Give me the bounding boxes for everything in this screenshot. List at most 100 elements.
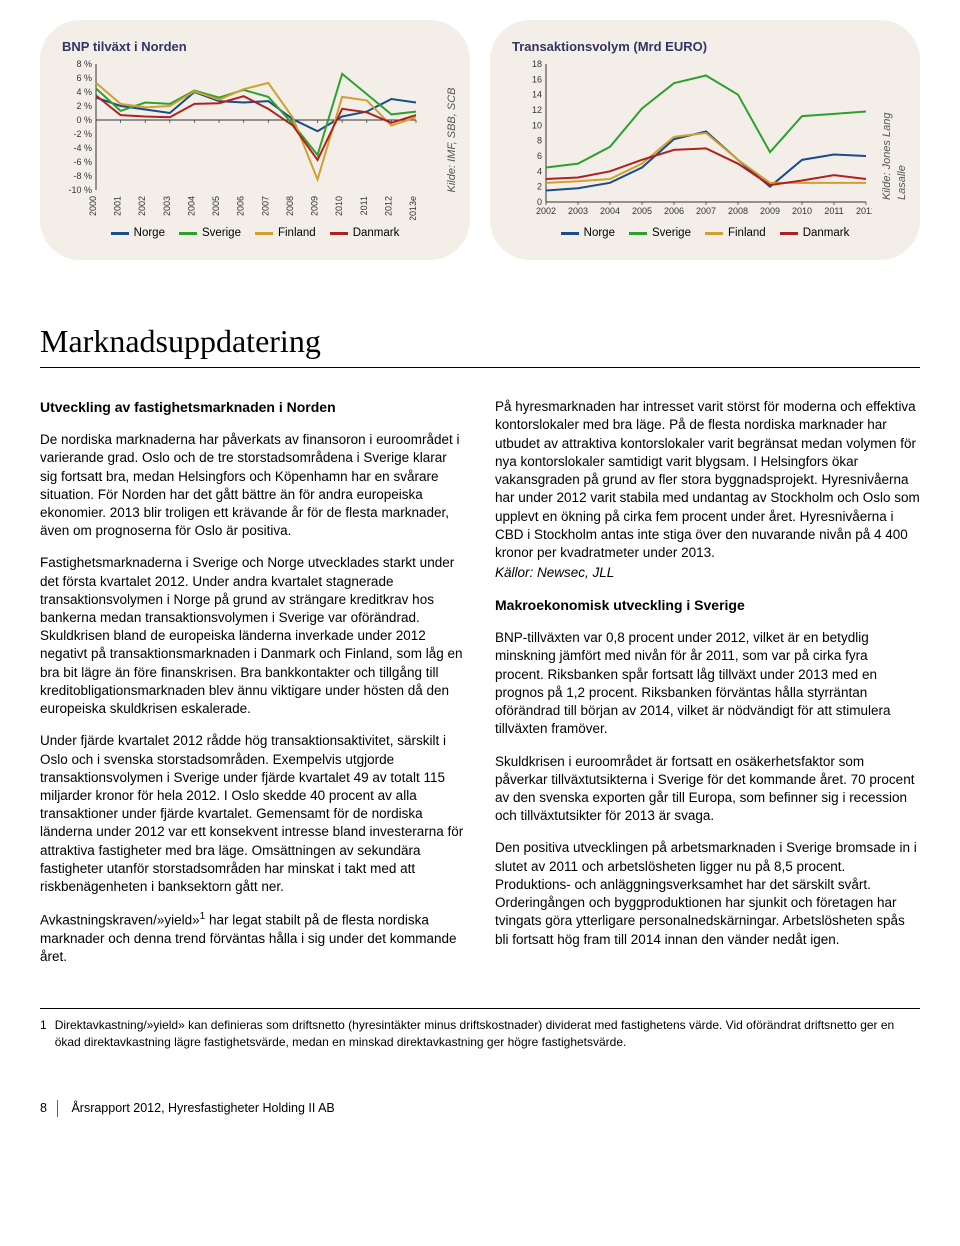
svg-text:6: 6 bbox=[537, 151, 542, 161]
legend-swatch bbox=[561, 232, 579, 235]
right-subhead: Makroekonomisk utveckling i Sverige bbox=[495, 596, 920, 615]
chart1-source: Kilde: IMF, SBB, SCB bbox=[445, 88, 460, 193]
svg-text:2010: 2010 bbox=[334, 196, 344, 216]
svg-text:2010: 2010 bbox=[792, 206, 812, 216]
left-column: Utveckling av fastighetsmarknaden i Nord… bbox=[40, 398, 465, 980]
svg-text:0 %: 0 % bbox=[76, 115, 92, 125]
svg-text:8: 8 bbox=[537, 135, 542, 145]
page-number: 8 bbox=[40, 1100, 58, 1117]
legend-label: Danmark bbox=[353, 226, 400, 242]
svg-text:18: 18 bbox=[532, 60, 542, 69]
left-p1: De nordiska marknaderna har påverkats av… bbox=[40, 431, 465, 540]
svg-text:2007: 2007 bbox=[260, 196, 270, 216]
footnote: 1 Direktavkastning/»yield» kan definiera… bbox=[40, 1017, 920, 1049]
right-column: På hyresmarknaden har intresset varit st… bbox=[495, 398, 920, 980]
legend-item: Finland bbox=[255, 226, 316, 242]
svg-text:2012: 2012 bbox=[856, 206, 872, 216]
svg-text:2003: 2003 bbox=[162, 196, 172, 216]
legend-item: Sverige bbox=[629, 226, 691, 242]
svg-text:2005: 2005 bbox=[632, 206, 652, 216]
page-title: Marknadsuppdatering bbox=[40, 320, 920, 368]
svg-text:2002: 2002 bbox=[536, 206, 556, 216]
body-columns: Utveckling av fastighetsmarknaden i Nord… bbox=[40, 398, 920, 980]
svg-text:-8 %: -8 % bbox=[73, 171, 92, 181]
svg-text:-4 %: -4 % bbox=[73, 143, 92, 153]
right-p4: Den positiva utvecklingen på arbetsmarkn… bbox=[495, 839, 920, 948]
legend-swatch bbox=[255, 232, 273, 235]
right-p1-tail: Källor: Newsec, JLL bbox=[495, 564, 920, 582]
legend-label: Sverige bbox=[652, 226, 691, 242]
left-p3: Under fjärde kvartalet 2012 rådde hög tr… bbox=[40, 732, 465, 896]
svg-text:2008: 2008 bbox=[728, 206, 748, 216]
svg-text:2009: 2009 bbox=[310, 196, 320, 216]
chart1-legend: Norge Sverige Finland Danmark bbox=[62, 226, 448, 242]
chart1-title: BNP tilväxt i Norden bbox=[62, 38, 448, 56]
legend-swatch bbox=[705, 232, 723, 235]
svg-text:-2 %: -2 % bbox=[73, 129, 92, 139]
legend-item: Norge bbox=[561, 226, 615, 242]
svg-text:10: 10 bbox=[532, 120, 542, 130]
legend-item: Norge bbox=[111, 226, 165, 242]
right-p2: BNP-tillväxten var 0,8 procent under 201… bbox=[495, 629, 920, 738]
chart2-title: Transaktionsvolym (Mrd EURO) bbox=[512, 38, 898, 56]
svg-text:8 %: 8 % bbox=[76, 60, 92, 69]
page-footer: 8 Årsrapport 2012, Hyresfastigheter Hold… bbox=[40, 1100, 920, 1117]
svg-text:-10 %: -10 % bbox=[68, 185, 92, 195]
legend-label: Norge bbox=[584, 226, 615, 242]
chart-transaction-volume: Transaktionsvolym (Mrd EURO) 02468101214… bbox=[490, 20, 920, 260]
footnote-separator bbox=[40, 1008, 920, 1009]
legend-swatch bbox=[629, 232, 647, 235]
legend-label: Finland bbox=[278, 226, 316, 242]
left-p4: Avkastningskraven/»yield»1 har legat sta… bbox=[40, 910, 465, 966]
svg-text:2001: 2001 bbox=[113, 196, 123, 216]
svg-text:16: 16 bbox=[532, 74, 542, 84]
footnote-num: 1 bbox=[40, 1017, 47, 1049]
svg-text:14: 14 bbox=[532, 89, 542, 99]
legend-swatch bbox=[179, 232, 197, 235]
svg-text:2011: 2011 bbox=[359, 196, 369, 215]
legend-swatch bbox=[780, 232, 798, 235]
legend-item: Sverige bbox=[179, 226, 241, 242]
chart2-source: Kilde: Jones Lang Lasalle bbox=[880, 80, 910, 200]
svg-text:2003: 2003 bbox=[568, 206, 588, 216]
footnote-text: Direktavkastning/»yield» kan definieras … bbox=[55, 1017, 920, 1049]
doc-title: Årsrapport 2012, Hyresfastigheter Holdin… bbox=[71, 1101, 334, 1115]
svg-text:2006: 2006 bbox=[664, 206, 684, 216]
left-subhead: Utveckling av fastighetsmarknaden i Nord… bbox=[40, 398, 465, 417]
legend-item: Danmark bbox=[330, 226, 400, 242]
svg-text:2004: 2004 bbox=[600, 206, 620, 216]
legend-label: Sverige bbox=[202, 226, 241, 242]
svg-text:2002: 2002 bbox=[137, 196, 147, 216]
legend-item: Danmark bbox=[780, 226, 850, 242]
svg-text:2008: 2008 bbox=[285, 196, 295, 216]
svg-text:2011: 2011 bbox=[824, 206, 843, 216]
legend-label: Danmark bbox=[803, 226, 850, 242]
legend-swatch bbox=[111, 232, 129, 235]
left-p2: Fastighetsmarknaderna i Sverige och Norg… bbox=[40, 554, 465, 718]
svg-text:2006: 2006 bbox=[236, 196, 246, 216]
legend-swatch bbox=[330, 232, 348, 235]
svg-text:2 %: 2 % bbox=[76, 101, 92, 111]
svg-text:4 %: 4 % bbox=[76, 87, 92, 97]
chart2-legend: Norge Sverige Finland Danmark bbox=[512, 226, 898, 242]
svg-text:12: 12 bbox=[532, 105, 542, 115]
legend-label: Norge bbox=[134, 226, 165, 242]
svg-text:2007: 2007 bbox=[696, 206, 716, 216]
legend-item: Finland bbox=[705, 226, 766, 242]
charts-row: BNP tilväxt i Norden -10 % -8 % -6 % -4 % -2… bbox=[40, 20, 920, 260]
svg-text:2012: 2012 bbox=[383, 196, 393, 216]
chart1-svg: -10 % -8 % -6 % -4 % -2 % 0 % 2 % 4 % 6 % 8 % 2000… bbox=[62, 60, 422, 220]
legend-label: Finland bbox=[728, 226, 766, 242]
svg-text:2009: 2009 bbox=[760, 206, 780, 216]
svg-text:2: 2 bbox=[537, 181, 542, 191]
right-p1: På hyresmarknaden har intresset varit st… bbox=[495, 398, 920, 562]
svg-text:2005: 2005 bbox=[211, 196, 221, 216]
right-p3: Skuldkrisen i euroområdet är fortsatt en… bbox=[495, 753, 920, 826]
chart2-svg: 0246810121416182002200320042005200620072… bbox=[512, 60, 872, 220]
svg-text:6 %: 6 % bbox=[76, 73, 92, 83]
svg-text:2013e: 2013e bbox=[408, 196, 418, 220]
svg-text:4: 4 bbox=[537, 166, 542, 176]
svg-text:2000: 2000 bbox=[88, 196, 98, 216]
svg-text:2004: 2004 bbox=[186, 196, 196, 216]
svg-text:-6 %: -6 % bbox=[73, 157, 92, 167]
